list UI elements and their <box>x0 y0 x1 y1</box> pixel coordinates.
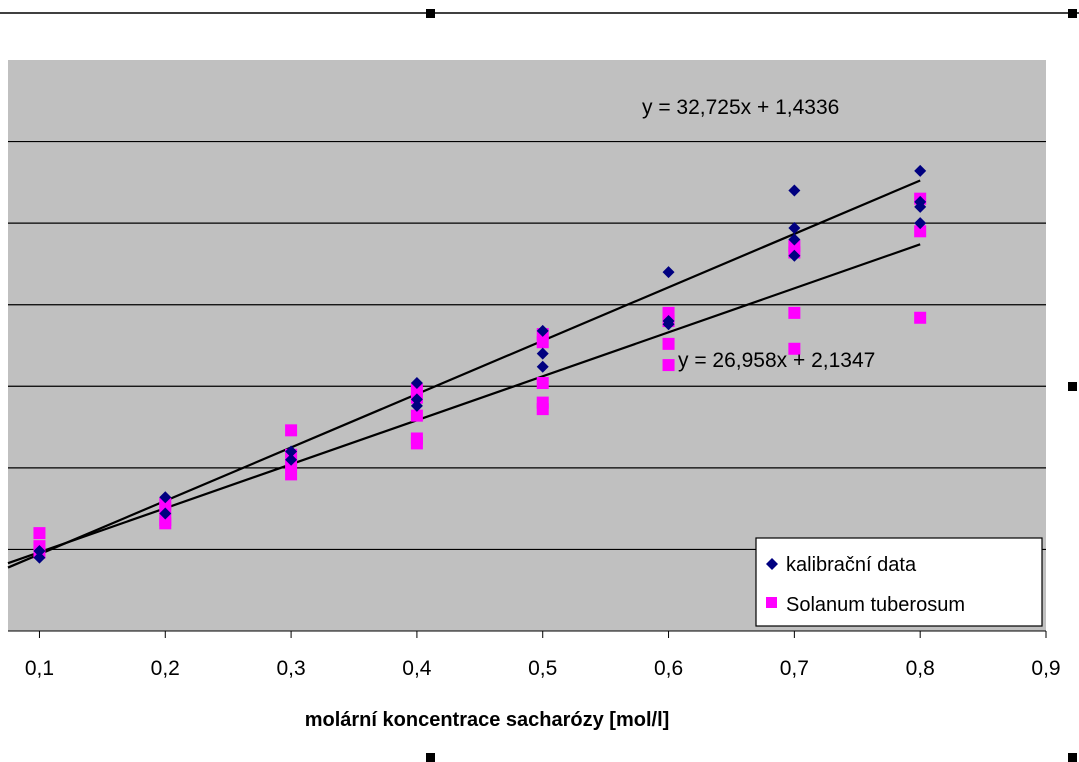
marker-kalibracni <box>33 545 46 558</box>
trendline-equation-solanum: y = 26,958x + 2,1347 <box>678 349 875 372</box>
resize-handle-bottom-right[interactable] <box>1068 753 1077 762</box>
plot-area <box>8 60 1046 631</box>
marker-kalibracni <box>285 453 298 466</box>
marker-kalibracni <box>410 377 423 390</box>
marker-kalibracni <box>410 393 423 406</box>
marker-solanum <box>410 409 423 422</box>
legend-label-kalibracni: kalibrační data <box>786 554 917 576</box>
x-tick-label: 0,1 <box>25 657 54 680</box>
marker-solanum <box>536 336 549 349</box>
legend-label-solanum: Solanum tuberosum <box>786 594 965 616</box>
x-axis-title: molární koncentrace sacharózy [mol/l] <box>305 709 670 731</box>
marker-kalibracni <box>662 318 675 331</box>
marker-kalibracni <box>788 222 801 235</box>
marker-kalibracni <box>159 507 172 520</box>
legend-box <box>755 537 1043 627</box>
marker-kalibracni <box>914 217 927 230</box>
x-tick-label: 0,3 <box>276 657 305 680</box>
x-tick-label: 0,2 <box>151 657 180 680</box>
trendline-equation-kalibracni: y = 32,725x + 1,4336 <box>642 96 839 119</box>
resize-handle-top-right[interactable] <box>1068 9 1077 18</box>
x-tick-labels: 0,1 0,2 0,3 0,4 0,5 0,6 0,7 0,8 0,9 <box>25 657 1061 680</box>
marker-kalibracni <box>788 233 801 246</box>
marker-kalibracni <box>662 266 675 279</box>
marker-solanum <box>788 306 801 319</box>
marker-kalibracni <box>914 200 927 213</box>
legend: kalibrační data Solanum tuberosum <box>755 537 1043 627</box>
marker-kalibracni <box>788 249 801 262</box>
marker-solanum <box>536 377 549 390</box>
marker-solanum <box>788 342 801 355</box>
marker-solanum <box>914 225 927 238</box>
marker-solanum <box>662 337 675 350</box>
marker-kalibracni <box>410 399 423 412</box>
marker-kalibracni <box>159 491 172 504</box>
marker-kalibracni <box>536 324 549 337</box>
marker-solanum <box>159 517 172 530</box>
marker-kalibracni <box>33 551 46 564</box>
marker-solanum <box>410 437 423 450</box>
resize-handle-right[interactable] <box>1068 382 1077 391</box>
marker-kalibracni <box>788 184 801 197</box>
resize-handle-top[interactable] <box>426 9 435 18</box>
x-tick-label: 0,7 <box>780 657 809 680</box>
marker-kalibracni <box>285 445 298 458</box>
resize-handle-bottom[interactable] <box>426 753 435 762</box>
x-tick-label: 0,4 <box>402 657 432 680</box>
x-ticks <box>38 631 1047 638</box>
x-tick-label: 0,8 <box>906 657 935 680</box>
x-tick-label: 0,9 <box>1031 657 1060 680</box>
series-markers <box>33 164 927 564</box>
marker-solanum <box>285 424 298 437</box>
marker-kalibracni <box>914 164 927 177</box>
gridlines <box>8 140 1046 551</box>
marker-solanum <box>662 359 675 372</box>
marker-kalibracni <box>536 347 549 360</box>
legend-marker-solanum <box>766 597 777 608</box>
marker-solanum <box>33 527 46 540</box>
marker-solanum <box>285 468 298 481</box>
x-tick-label: 0,5 <box>528 657 557 680</box>
marker-kalibracni <box>536 360 549 373</box>
x-tick-label: 0,6 <box>654 657 683 680</box>
legend-marker-kalibracni <box>766 558 778 570</box>
marker-solanum <box>536 403 549 416</box>
marker-solanum <box>914 311 927 324</box>
